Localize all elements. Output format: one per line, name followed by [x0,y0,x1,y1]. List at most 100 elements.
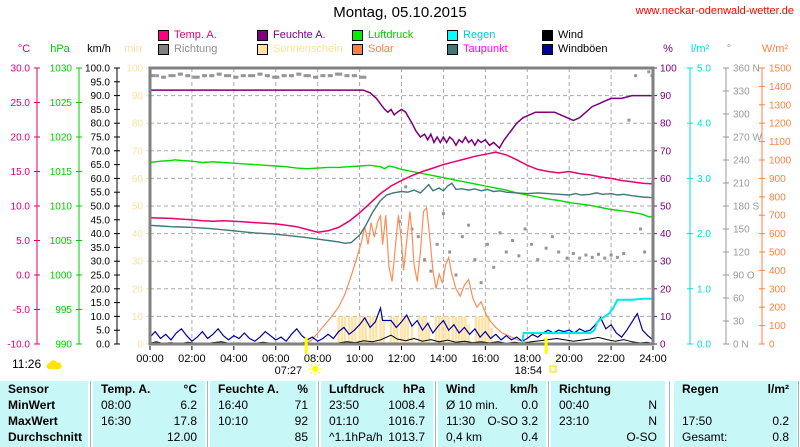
weather-chart: °C 30.0 25.0 20.0 15.0 10.0 5.0 0.0 -5.0 -10.0 hPa… [7,43,792,377]
legend-item-feuchte-a-: Feuchte A. [257,29,326,41]
legend-color-swatch [447,43,458,55]
svg-text:%: % [663,43,673,55]
svg-text:800: 800 [769,192,786,203]
footer-cell-value: 1016.7 [388,414,425,428]
footer-row-label: MinWert [8,398,56,412]
footer-cell-time: 11:30 [446,414,476,428]
site-url[interactable]: www.neckar-odenwald-wetter.de [635,5,794,17]
footer-cell-value: N [648,398,657,412]
footer-group-sensor: Sensor MinWert MaxWert Durchschnitt [0,381,88,447]
footer-cell-value: 0.2 [772,414,789,428]
footer-sensor-unit: km/h [509,382,538,396]
footer-cell-value: 0.8 [772,430,789,444]
legend-item-label: Feuchte A. [273,29,326,41]
footer-separator [316,381,321,447]
footer-separator [433,381,438,447]
svg-text:min: min [124,43,142,55]
axis-deg: °360 N 330 300 270 W 240 210 180 S 150 120 90 O 60… [723,43,762,351]
legend-color-swatch [542,29,553,41]
footer-header: Sensor [8,382,49,396]
footer-sensor-name: Luftdruck [329,382,385,396]
footer-cell-value: 12.00 [166,430,197,444]
svg-text:990: 990 [55,340,72,351]
svg-text:0: 0 [660,340,666,351]
legend-item-label: Richtung [174,43,218,55]
footer-cell: 00:40 N [551,397,665,413]
svg-text:1500: 1500 [769,64,792,75]
legend-color-swatch [158,43,169,55]
svg-text:2.0: 2.0 [697,229,711,240]
legend-item-label: Temp. A. [174,29,217,41]
sun-cloud-icon [46,359,62,369]
legend-item-label: Luftdruck [368,29,414,41]
series-humidity [150,89,653,150]
svg-text:0.0: 0.0 [697,340,711,351]
svg-text:1015: 1015 [50,167,73,178]
x-axis: 00:00 02:00 04:00 06:00 08:00 10:00 12:00 14:00… [136,346,667,365]
footer-cell: 23:10 N [551,413,665,429]
svg-text:40: 40 [660,229,672,240]
svg-text:1020: 1020 [50,133,73,144]
axis-temp: °C 30.0 25.0 20.0 15.0 10.0 5.0 0.0 -5.0 -10.0 [7,43,40,351]
svg-text:300: 300 [769,284,786,295]
svg-text:120: 120 [733,248,750,259]
legend-item-label: Windböen [558,43,608,55]
legend-item-richtung: Richtung [158,43,217,55]
footer-cell: Ø 10 min. 0.0 [438,397,546,413]
svg-text:300: 300 [733,110,750,121]
svg-text:30: 30 [132,257,144,268]
svg-text:30.0: 30.0 [91,257,111,268]
footer-cell-value: O-SO [626,430,657,444]
svg-text:14:00: 14:00 [430,353,458,365]
footer-cell-value: N [648,414,657,428]
footer-cell: 10:10 92 [210,413,316,429]
footer-cell-time: ^1.1hPa/h [329,430,383,444]
svg-text:900: 900 [769,174,786,185]
axis-wm2: W/m²150014001300120011001000900800700600… [759,43,792,351]
svg-text:04:00: 04:00 [220,353,248,365]
svg-text:70.0: 70.0 [91,146,111,157]
svg-text:1025: 1025 [50,98,73,109]
svg-text:100: 100 [660,64,677,75]
svg-text:50: 50 [132,202,144,213]
svg-text:16:00: 16:00 [472,353,500,365]
footer-header: Luftdruck hPa [321,381,433,397]
footer-header: Regen l/m² [674,381,797,397]
footer-header: Wind km/h [438,381,546,397]
svg-text:80: 80 [660,119,672,130]
svg-text:30: 30 [733,317,745,328]
footer-cell-value: 1013.7 [388,430,425,444]
footer-cell-time: 0,4 km [446,430,483,444]
svg-text:07:27: 07:27 [275,365,303,377]
svg-text:90: 90 [132,91,144,102]
footer-separator [88,381,93,447]
svg-text:50: 50 [660,202,672,213]
footer-cell-value: 0.0 [521,398,538,412]
svg-text:60: 60 [132,174,144,185]
day-length-label: 11:26 [12,357,42,371]
footer-header: Richtung [551,381,665,397]
legend-item-windb-en: Windböen [542,43,608,55]
series-direction [150,70,654,285]
footer-group-luftdruck: Luftdruck hPa 23:50 1008.4 01:10 1016.7 ^1.1hP… [321,381,433,447]
footer-cell: Gesamt: 0.8 [674,429,797,445]
svg-text:-5.0: -5.0 [13,305,31,316]
svg-text:90.0: 90.0 [91,91,111,102]
footer-cell: 0,4 km 0.4 [438,429,546,445]
svg-text:24:00: 24:00 [639,353,667,365]
legend-item-sonnenschein: Sonnenschein [257,43,343,55]
footer-cell: 16:30 17.8 [93,413,205,429]
footer-cell-time: 17:50 [682,414,713,428]
footer-cell-time: 10:10 [218,414,249,428]
svg-text:95.0: 95.0 [91,77,111,88]
svg-text:240: 240 [733,156,750,167]
svg-text:10.0: 10.0 [11,202,31,213]
footer-cell-time: 01:10 [329,414,360,428]
svg-text:90 O: 90 O [733,271,755,282]
svg-text:06:00: 06:00 [262,353,290,365]
svg-text:22:00: 22:00 [597,353,625,365]
series-gusts [149,305,654,343]
svg-text:0: 0 [769,340,775,351]
